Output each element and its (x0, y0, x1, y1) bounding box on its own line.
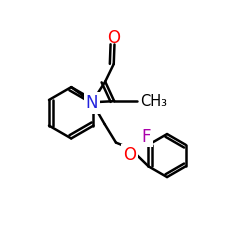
Text: N: N (86, 94, 98, 112)
Text: CH₃: CH₃ (140, 94, 168, 109)
Text: O: O (123, 146, 136, 164)
Text: O: O (107, 28, 120, 46)
Text: F: F (142, 128, 151, 146)
